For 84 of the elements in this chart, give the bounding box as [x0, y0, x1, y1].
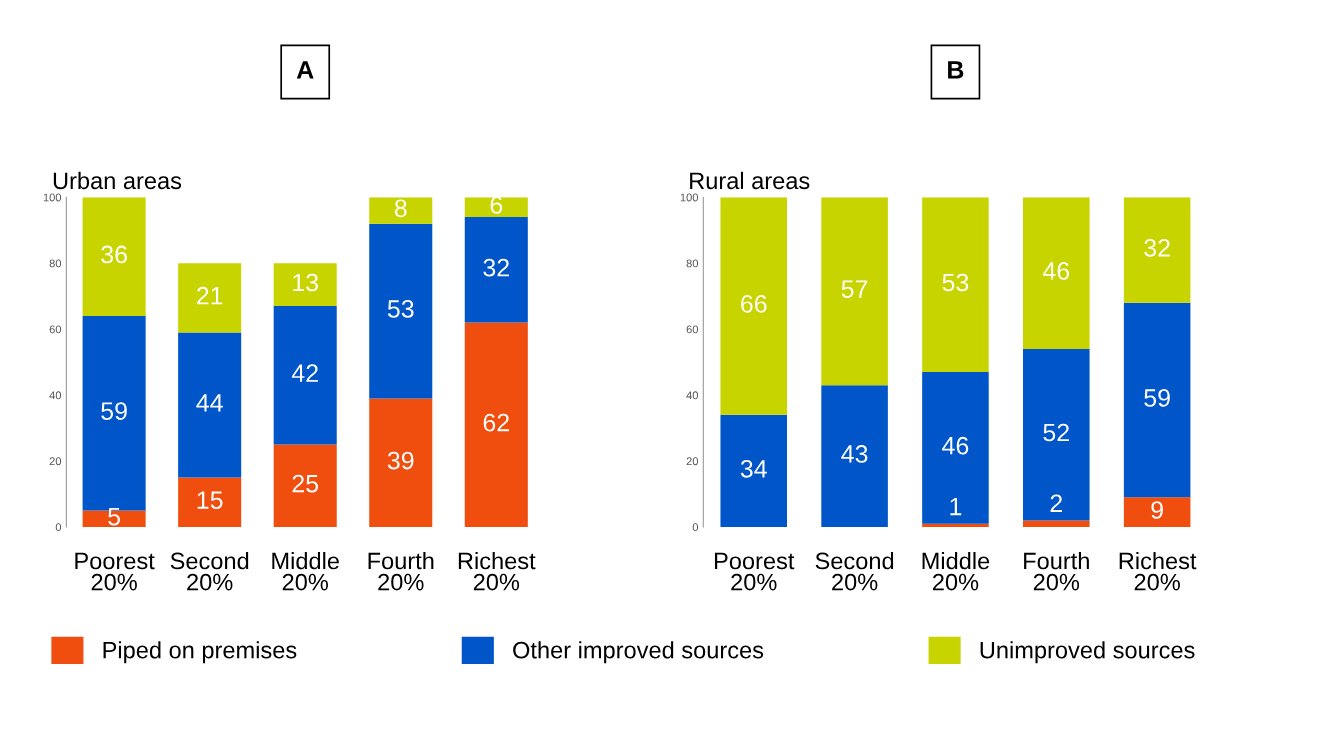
- bar: [720, 414, 788, 527]
- text: B: [948, 61, 964, 79]
- bar: [821, 385, 888, 527]
- bar: [178, 332, 242, 478]
- y-tick-label: 60: [49, 325, 62, 334]
- data-label: 42: [291, 364, 318, 382]
- data-label: 15: [197, 491, 223, 509]
- bar: [82, 510, 146, 527]
- data-label: 34: [740, 459, 767, 478]
- data-label: 6: [490, 196, 503, 214]
- y-tick-label: 40: [686, 391, 699, 400]
- bar: [369, 398, 433, 527]
- bar: [369, 197, 433, 224]
- bar: [922, 372, 989, 524]
- y-tick-label: 40: [49, 391, 62, 400]
- x-tick-label: Poorest 20%: [714, 552, 795, 591]
- x-tick-label: Middle 20%: [922, 551, 990, 591]
- data-label: 13: [293, 273, 319, 292]
- data-label: 53: [942, 273, 969, 292]
- data-label: 21: [197, 286, 223, 305]
- bar: [922, 197, 989, 372]
- data-label: 46: [942, 436, 969, 455]
- bar: [273, 444, 337, 527]
- data-label: 5: [108, 508, 121, 526]
- x-tick-label: Poorest 20%: [75, 552, 155, 591]
- x-tick-label: Middle 20%: [272, 551, 339, 591]
- chart-title: Urban areas: [53, 171, 182, 190]
- y-tick-label: 20: [686, 457, 699, 466]
- data-label: 32: [1144, 239, 1170, 257]
- text: A: [296, 61, 314, 79]
- data-label: 57: [841, 280, 868, 298]
- bar: [1123, 197, 1191, 303]
- bar: [464, 217, 528, 323]
- bar: [1023, 197, 1090, 349]
- legend-label: Piped on premises: [103, 641, 297, 664]
- bar: [82, 197, 146, 316]
- bar: [922, 523, 989, 527]
- x-tick-label: Richest 20%: [458, 551, 536, 591]
- bar: [720, 197, 788, 415]
- bar: [178, 477, 242, 527]
- data-label: 46: [1042, 262, 1070, 280]
- y-tick-label: 80: [686, 259, 699, 268]
- bar: [464, 322, 528, 527]
- x-tick-label: Fourth 20%: [1024, 551, 1089, 591]
- y-tick-label: 100: [680, 193, 699, 202]
- x-tick-label: Fourth 20%: [368, 551, 434, 591]
- data-label: 25: [292, 474, 319, 493]
- data-label: 9: [1151, 501, 1163, 519]
- chart-title: Rural areas: [690, 171, 810, 190]
- y-tick-label: 60: [686, 325, 699, 334]
- bar: [464, 197, 528, 218]
- bar: [273, 263, 337, 307]
- data-label: 59: [1144, 389, 1170, 407]
- data-label: 53: [387, 300, 414, 318]
- bar: [1123, 302, 1191, 498]
- data-label: 59: [101, 402, 127, 420]
- data-label: 2: [1050, 494, 1062, 512]
- bar: [273, 306, 337, 445]
- bar: [1123, 497, 1191, 527]
- data-label: 32: [483, 258, 509, 277]
- bar: [178, 263, 242, 333]
- data-label: 44: [196, 394, 223, 412]
- legend-label: Unimproved sources: [980, 641, 1195, 664]
- x-tick-label: Richest 20%: [1119, 551, 1197, 591]
- legend-label: Other improved sources: [513, 641, 764, 664]
- y-tick-label: 80: [49, 259, 62, 268]
- data-label: 52: [1043, 423, 1069, 442]
- bar: [369, 223, 433, 399]
- data-label: 36: [101, 245, 127, 264]
- y-tick-label: 20: [49, 457, 62, 466]
- data-label: 8: [394, 199, 407, 218]
- data-label: 66: [741, 295, 767, 313]
- bar: [1023, 520, 1090, 527]
- data-label: 1: [950, 497, 962, 516]
- data-label: 62: [483, 413, 509, 432]
- y-tick-label: 0: [692, 523, 699, 532]
- data-label: 39: [387, 451, 414, 470]
- x-tick-label: Second 20%: [170, 551, 249, 591]
- y-tick-label: 100: [43, 193, 62, 202]
- x-tick-label: Second 20%: [815, 551, 894, 591]
- y-tick-label: 0: [55, 523, 62, 532]
- data-label: 43: [841, 445, 868, 463]
- bar: [821, 197, 888, 386]
- bar: [1023, 348, 1090, 521]
